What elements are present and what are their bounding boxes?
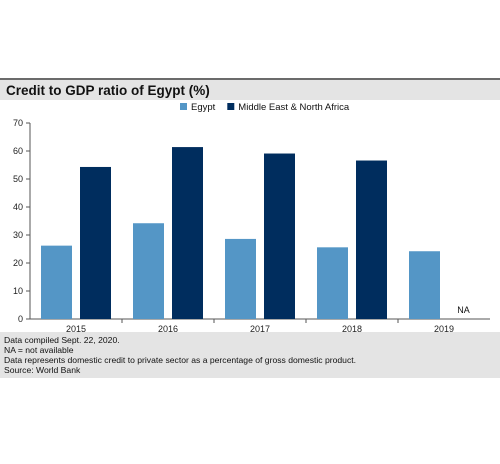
note-compiled: Data compiled Sept. 22, 2020.: [4, 335, 120, 345]
y-tick-label: 30: [13, 230, 23, 240]
note-na: NA = not available: [4, 345, 74, 355]
bar-egypt: [409, 251, 440, 319]
bar-mena: [80, 166, 111, 319]
title-band: Credit to GDP ratio of Egypt (%): [0, 80, 500, 100]
bar-egypt: [225, 238, 256, 319]
bar-egypt: [133, 223, 164, 319]
y-tick-label: 40: [13, 202, 23, 212]
note-definition: Data represents domestic credit to priva…: [4, 355, 357, 365]
chart-title: Credit to GDP ratio of Egypt (%): [6, 83, 210, 98]
y-tick-label: 70: [13, 118, 23, 128]
y-tick-label: 50: [13, 174, 23, 184]
x-tick-label: 2015: [66, 324, 86, 332]
bar-egypt: [317, 247, 348, 319]
legend-swatch: [227, 103, 235, 110]
y-tick-label: 0: [18, 314, 23, 324]
x-tick-label: 2016: [158, 324, 178, 332]
bar-mena: [356, 160, 387, 319]
bar-egypt: [41, 245, 72, 319]
x-tick-label: 2019: [434, 324, 454, 332]
na-label: NA: [457, 305, 470, 315]
footnotes: Data compiled Sept. 22, 2020. NA = not a…: [0, 332, 500, 378]
y-tick-label: 60: [13, 146, 23, 156]
chart-card: Credit to GDP ratio of Egypt (%) 0 10 20 30…: [0, 78, 500, 378]
y-tick-label: 20: [13, 258, 23, 268]
legend-label: Egypt: [191, 102, 216, 113]
note-source: Source: World Bank: [4, 365, 81, 375]
legend-label: Middle East & North Africa: [238, 102, 350, 113]
bar-mena: [264, 153, 295, 319]
header-rule: [0, 78, 500, 80]
bar-chart: 0 10 20 30 40 50 60 70 2015 2016 2017 2018 2019 NA Egy…: [13, 102, 490, 332]
y-tick-label: 10: [13, 286, 23, 296]
legend-swatch: [180, 103, 187, 110]
bar-mena: [172, 147, 203, 319]
x-tick-label: 2017: [250, 324, 270, 332]
x-tick-label: 2018: [342, 324, 362, 332]
